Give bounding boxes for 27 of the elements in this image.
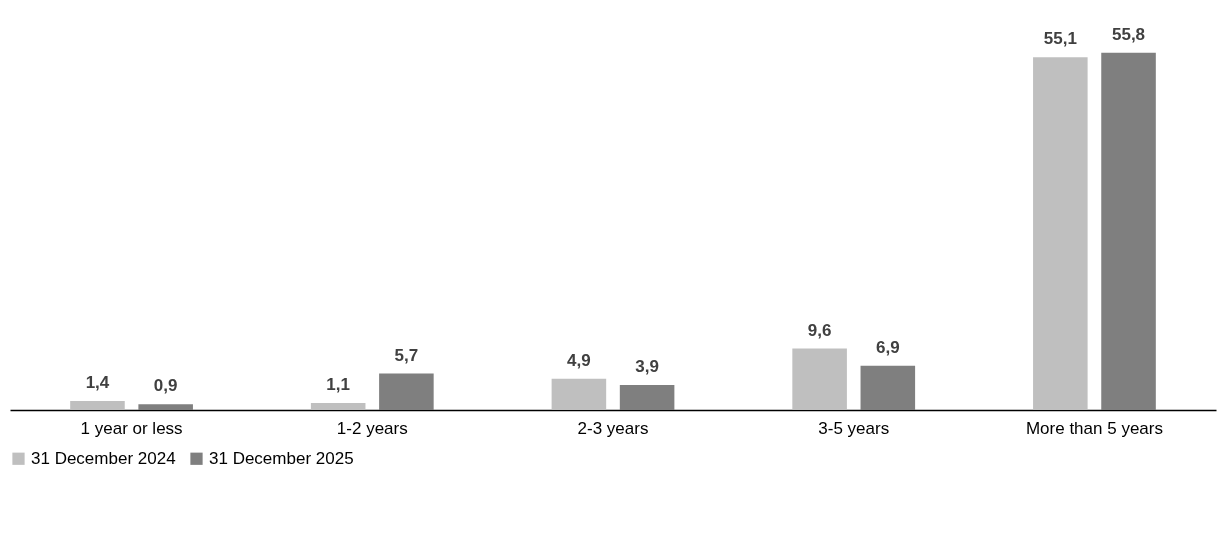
data-label: 55,1	[1043, 29, 1077, 49]
bar	[70, 401, 125, 410]
data-label: 9,6	[807, 320, 832, 340]
legend-label: 31 December 2024	[31, 448, 176, 468]
data-label: 0,9	[153, 376, 178, 396]
legend-label: 31 December 2025	[209, 448, 354, 468]
bar	[379, 373, 434, 410]
x-tick-label: 3-5 years	[818, 418, 890, 438]
bar	[310, 402, 366, 410]
data-label: 5,7	[394, 345, 419, 365]
data-label: 1,4	[85, 373, 110, 393]
data-label: 1,1	[326, 374, 350, 394]
data-label: 55,8	[1111, 24, 1146, 44]
bar	[551, 378, 607, 410]
bar	[619, 385, 675, 410]
bar	[860, 365, 916, 410]
x-tick-label: 1-2 years	[336, 418, 408, 438]
data-label: 3,9	[635, 357, 659, 377]
bar	[792, 348, 847, 410]
x-tick-label: 1 year or less	[80, 418, 183, 438]
bar	[1033, 57, 1088, 410]
data-label: 6,9	[876, 337, 900, 357]
bar	[1101, 52, 1156, 410]
x-tick-label: More than 5 years	[1025, 418, 1163, 438]
data-label: 4,9	[567, 350, 591, 370]
x-tick-label: 2-3 years	[577, 418, 649, 438]
bar	[138, 404, 193, 410]
